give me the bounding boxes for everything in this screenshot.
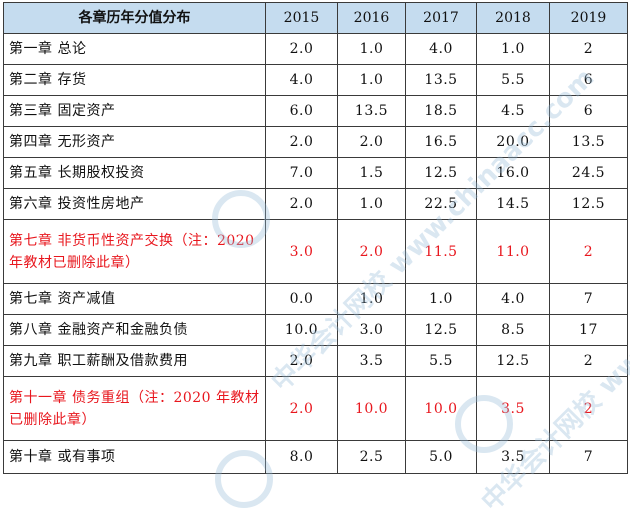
score-cell: 14.5 — [476, 188, 550, 220]
chapter-cell: 第六章 投资性房地产 — [3, 188, 266, 220]
header-subject: 各章历年分值分布 — [3, 2, 266, 34]
table-row: 第二章 存货 4.0 1.0 13.5 5.5 6 — [3, 64, 628, 96]
chapter-cell: 第三章 固定资产 — [3, 95, 266, 127]
score-cell: 5.0 — [405, 440, 477, 474]
score-cell: 1.0 — [337, 33, 406, 65]
score-cell: 4.5 — [476, 95, 550, 127]
score-cell: 20.0 — [476, 126, 550, 158]
score-cell: 12.5 — [405, 157, 477, 189]
score-cell: 7 — [549, 440, 628, 474]
score-cell: 1.0 — [476, 33, 550, 65]
score-cell: 7.0 — [265, 157, 338, 189]
score-cell: 2 — [549, 345, 628, 377]
chapter-cell: 第七章 非货币性资产交换（注：2020 年教材已删除此章） — [3, 219, 266, 284]
score-cell: 12.5 — [405, 314, 477, 346]
score-cell: 13.5 — [337, 95, 406, 127]
table-row: 第三章 固定资产 6.0 13.5 18.5 4.5 6 — [3, 95, 628, 127]
score-cell: 2.0 — [265, 376, 338, 441]
score-cell: 17 — [549, 314, 628, 346]
table-row: 第七章 资产减值 0.0 1.0 1.0 4.0 7 — [3, 283, 628, 315]
table-row: 第五章 长期股权投资 7.0 1.5 12.5 16.0 24.5 — [3, 157, 628, 189]
score-cell: 7 — [549, 283, 628, 315]
score-cell: 24.5 — [549, 157, 628, 189]
score-cell: 10.0 — [265, 314, 338, 346]
score-cell: 5.5 — [476, 64, 550, 96]
score-cell: 2.5 — [337, 440, 406, 474]
chapter-cell: 第四章 无形资产 — [3, 126, 266, 158]
score-cell: 8.0 — [265, 440, 338, 474]
score-cell: 3.5 — [476, 376, 550, 441]
table-row: 第八章 金融资产和金融负债 10.0 3.0 12.5 8.5 17 — [3, 314, 628, 346]
score-cell: 6 — [549, 95, 628, 127]
score-cell: 6 — [549, 64, 628, 96]
chapter-cell: 第一章 总论 — [3, 33, 266, 65]
chapter-cell: 第十一章 债务重组（注：2020 年教材已删除此章） — [3, 376, 266, 441]
score-cell: 2 — [549, 33, 628, 65]
score-cell: 4.0 — [405, 33, 477, 65]
score-cell: 3.5 — [337, 345, 406, 377]
score-cell: 16.5 — [405, 126, 477, 158]
score-cell: 2.0 — [265, 33, 338, 65]
chapter-cell: 第八章 金融资产和金融负债 — [3, 314, 266, 346]
score-cell: 5.5 — [405, 345, 477, 377]
score-cell: 1.0 — [337, 188, 406, 220]
score-cell: 4.0 — [476, 283, 550, 315]
score-cell: 3.5 — [476, 440, 550, 474]
table-row: 第十章 或有事项 8.0 2.5 5.0 3.5 7 — [3, 440, 628, 474]
table-row: 第一章 总论 2.0 1.0 4.0 1.0 2 — [3, 33, 628, 65]
score-cell: 2 — [549, 376, 628, 441]
header-year: 2016 — [337, 2, 406, 34]
table-row-deleted-chapter: 第七章 非货币性资产交换（注：2020 年教材已删除此章） 3.0 2.0 11… — [3, 219, 628, 284]
score-cell: 10.0 — [337, 376, 406, 441]
table-row: 第九章 职工薪酬及借款费用 2.0 3.5 5.5 12.5 2 — [3, 345, 628, 377]
score-cell: 10.0 — [405, 376, 477, 441]
score-cell: 2.0 — [337, 126, 406, 158]
score-cell: 2.0 — [265, 188, 338, 220]
score-cell: 1.0 — [337, 283, 406, 315]
score-cell: 11.0 — [476, 219, 550, 284]
table-row: 第六章 投资性房地产 2.0 1.0 22.5 14.5 12.5 — [3, 188, 628, 220]
score-cell: 11.5 — [405, 219, 477, 284]
chapter-cell: 第五章 长期股权投资 — [3, 157, 266, 189]
score-distribution-table: 各章历年分值分布 2015 2016 2017 2018 2019 第一章 总论… — [3, 2, 628, 474]
score-cell: 6.0 — [265, 95, 338, 127]
score-cell: 18.5 — [405, 95, 477, 127]
score-cell: 4.0 — [265, 64, 338, 96]
header-year: 2017 — [405, 2, 477, 34]
chapter-cell: 第九章 职工薪酬及借款费用 — [3, 345, 266, 377]
score-cell: 2.0 — [265, 345, 338, 377]
score-cell: 12.5 — [476, 345, 550, 377]
score-cell: 3.0 — [337, 314, 406, 346]
header-year: 2015 — [265, 2, 338, 34]
chapter-cell: 第七章 资产减值 — [3, 283, 266, 315]
chapter-cell: 第二章 存货 — [3, 64, 266, 96]
score-cell: 2 — [549, 219, 628, 284]
score-cell: 12.5 — [549, 188, 628, 220]
score-cell: 1.5 — [337, 157, 406, 189]
score-cell: 16.0 — [476, 157, 550, 189]
score-cell: 8.5 — [476, 314, 550, 346]
score-cell: 0.0 — [265, 283, 338, 315]
score-cell: 22.5 — [405, 188, 477, 220]
score-cell: 2.0 — [337, 219, 406, 284]
table-row: 第四章 无形资产 2.0 2.0 16.5 20.0 13.5 — [3, 126, 628, 158]
header-row: 各章历年分值分布 2015 2016 2017 2018 2019 — [3, 2, 628, 34]
chapter-cell: 第十章 或有事项 — [3, 440, 266, 474]
score-cell: 13.5 — [549, 126, 628, 158]
score-cell: 3.0 — [265, 219, 338, 284]
score-cell: 1.0 — [405, 283, 477, 315]
table-row-deleted-chapter: 第十一章 债务重组（注：2020 年教材已删除此章） 2.0 10.0 10.0… — [3, 376, 628, 441]
header-year: 2019 — [549, 2, 628, 34]
header-year: 2018 — [476, 2, 550, 34]
score-cell: 13.5 — [405, 64, 477, 96]
score-cell: 1.0 — [337, 64, 406, 96]
score-cell: 2.0 — [265, 126, 338, 158]
